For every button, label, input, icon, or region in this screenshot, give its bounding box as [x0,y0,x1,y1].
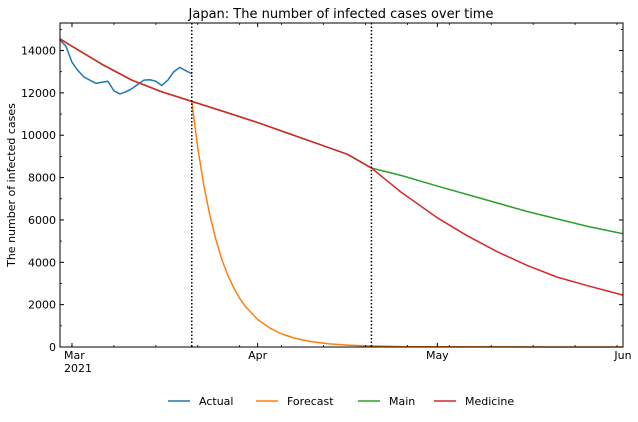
y-tick-label: 8000 [28,172,56,185]
y-tick-label: 10000 [21,129,56,142]
y-tick-label: 6000 [28,214,56,227]
x-tick-label: Apr [248,349,268,362]
y-tick-label: 14000 [21,45,56,58]
series-group [59,38,624,348]
y-tick-label: 0 [49,341,56,354]
legend: Actual Forecast Main Medicine [168,395,514,408]
legend-label-forecast: Forecast [287,395,334,408]
plot-frame [59,22,624,348]
y-axis: 0 2000 4000 6000 8000 10000 12000 14000 [21,28,623,354]
y-tick-label: 4000 [28,256,56,269]
x-tick-label: Mar [64,349,85,362]
event-lines [191,23,373,347]
y-axis-label: The number of infected cases [5,103,18,268]
x-tick-label: May [426,349,449,362]
series-line-main [59,38,624,235]
y-tick-label: 12000 [21,87,56,100]
y-tick-label: 2000 [28,299,56,312]
legend-label-actual: Actual [199,395,233,408]
legend-label-medicine: Medicine [465,395,514,408]
chart-title: Japan: The number of infected cases over… [188,7,494,22]
x-tick-label: Jun [613,349,631,362]
series-line-actual [59,39,193,95]
legend-label-main: Main [389,395,415,408]
x-tick-sublabel: 2021 [64,362,92,375]
series-line-medicine [59,38,624,296]
